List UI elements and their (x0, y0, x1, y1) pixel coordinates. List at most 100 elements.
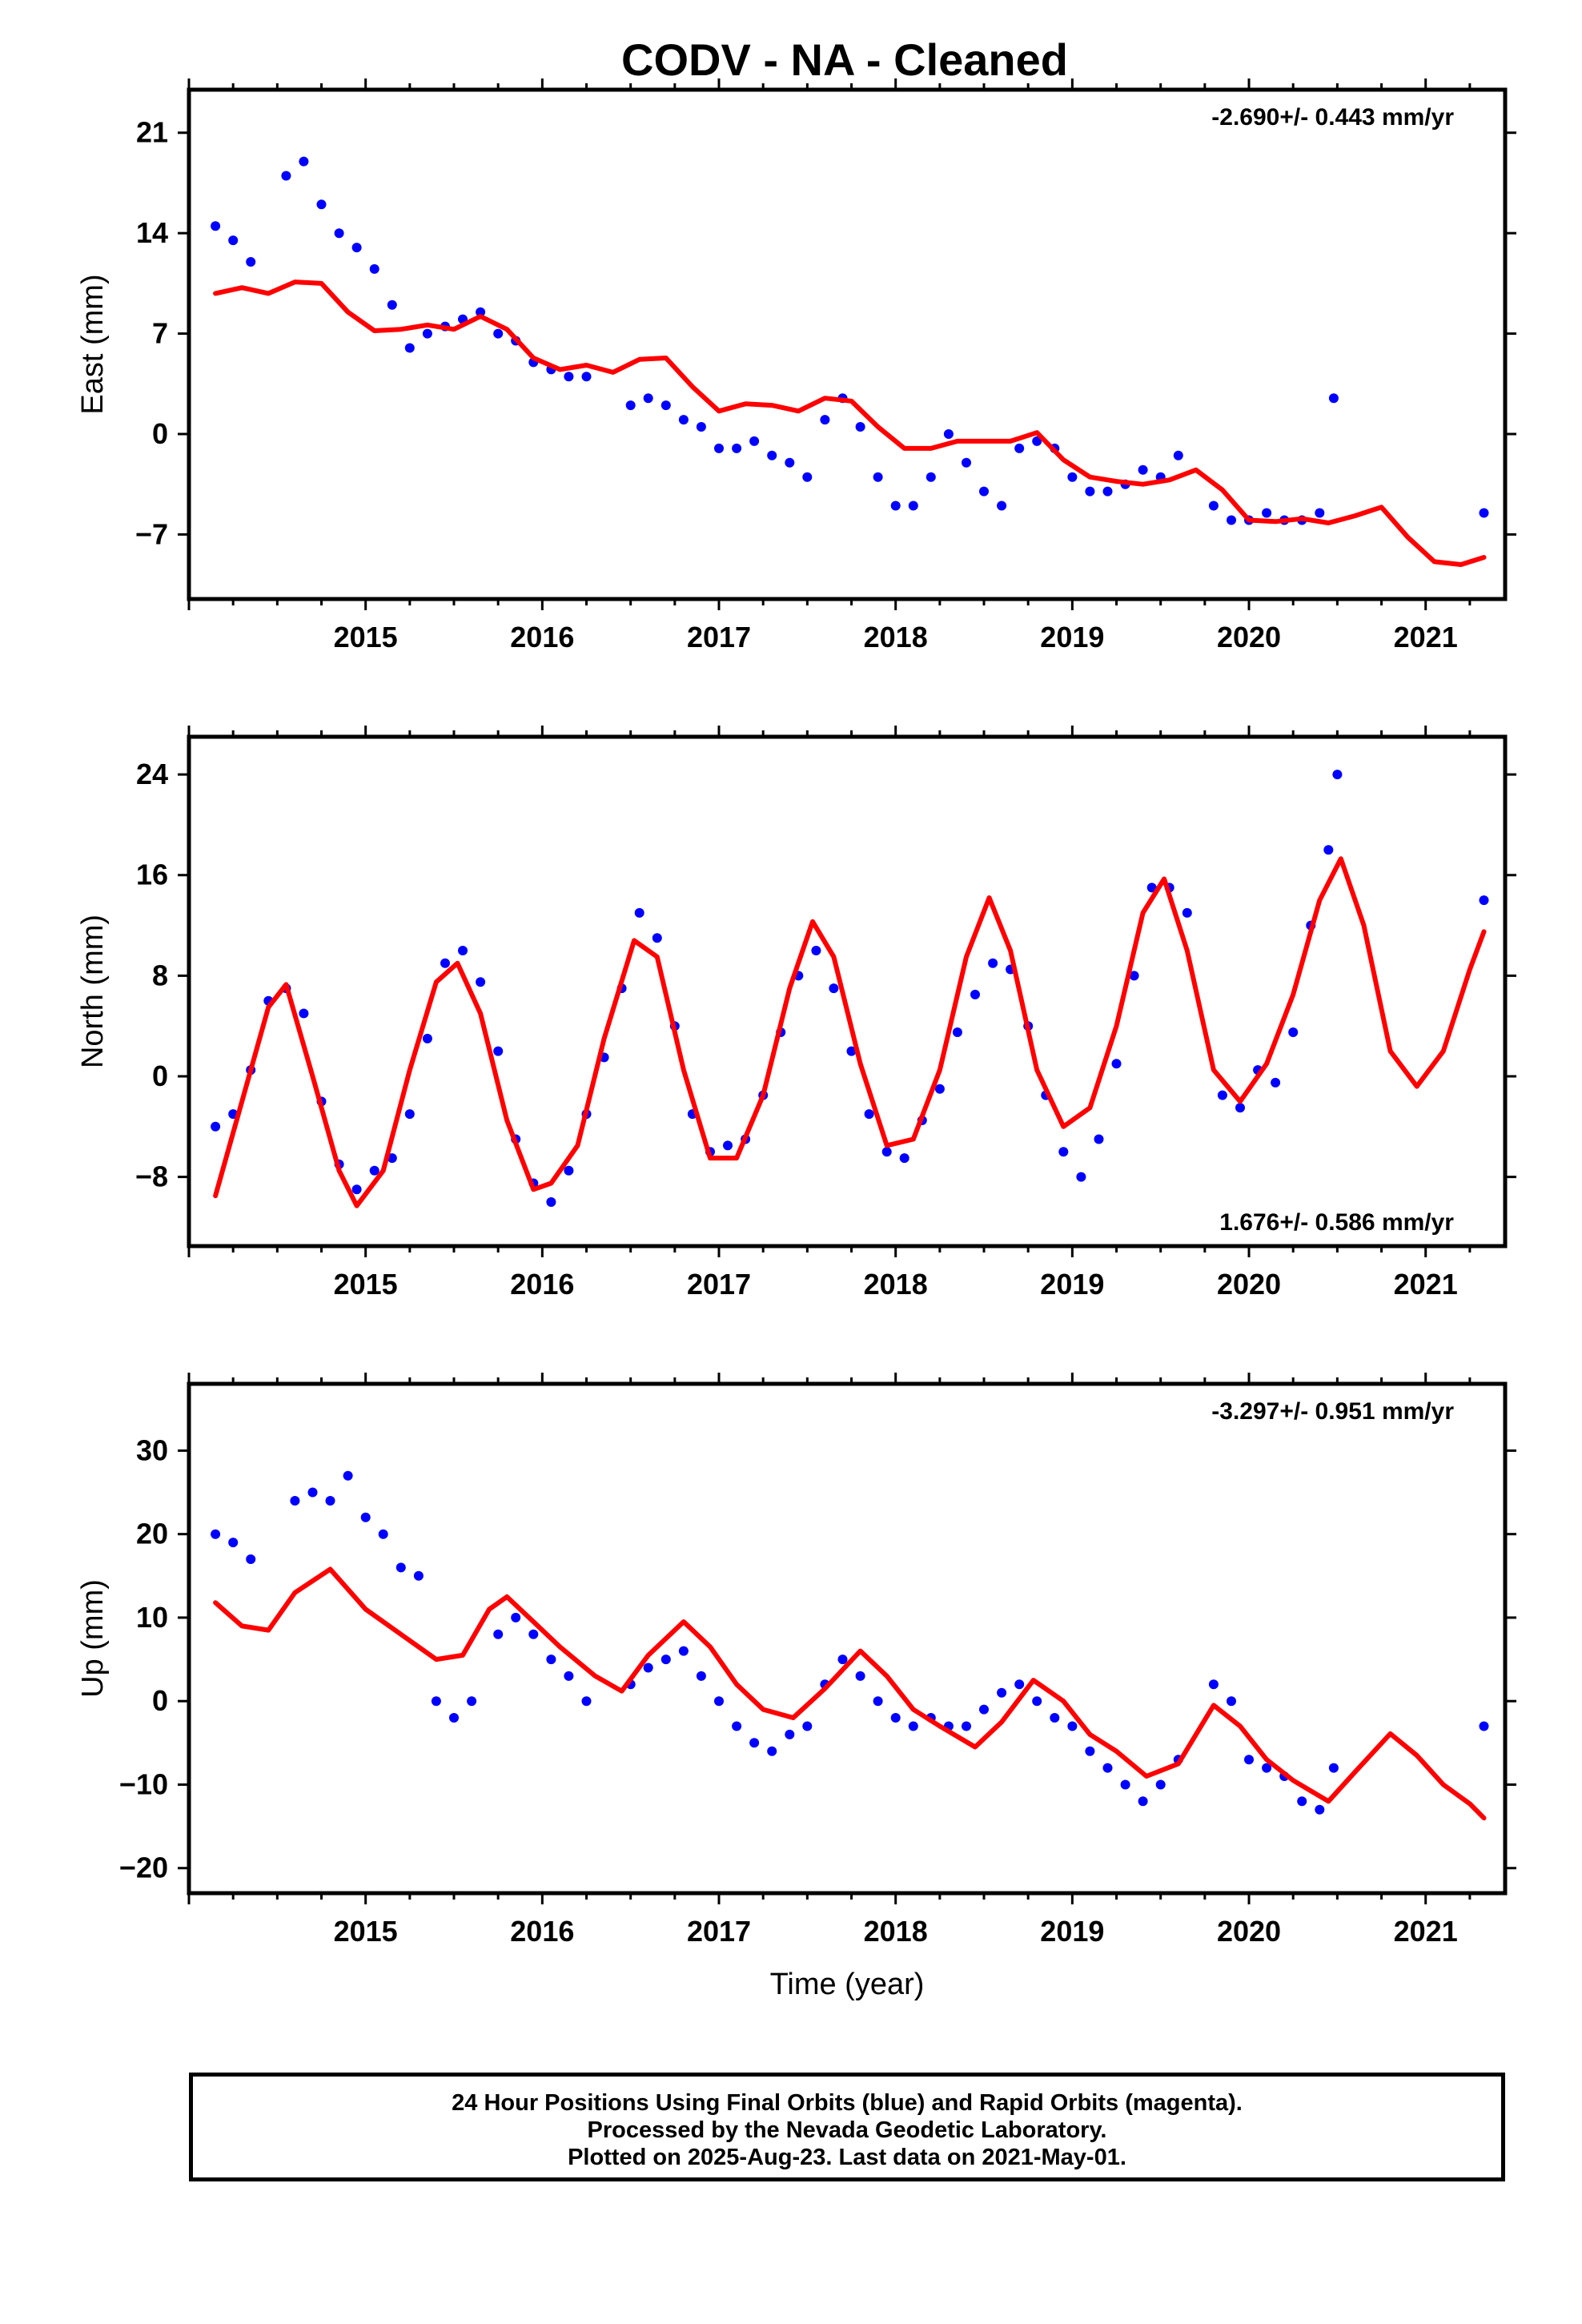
data-point (1328, 1763, 1339, 1773)
data-point (528, 1629, 539, 1639)
data-point (926, 472, 936, 482)
data-point (678, 415, 689, 425)
data-point (785, 1729, 795, 1739)
data-point (696, 422, 706, 432)
y-tick-label: −7 (135, 517, 168, 550)
data-point (299, 156, 309, 167)
data-point (1262, 1763, 1272, 1773)
data-point (1235, 1103, 1245, 1113)
data-point (997, 1687, 1007, 1698)
x-tick-label: 2016 (510, 1268, 574, 1301)
data-point (1227, 515, 1236, 525)
data-point (431, 1696, 441, 1707)
data-point (1244, 1755, 1254, 1765)
data-point (581, 372, 592, 382)
data-point (1208, 501, 1219, 511)
data-point (1102, 486, 1113, 497)
data-point (564, 1165, 574, 1176)
data-point (228, 1538, 239, 1548)
data-point (387, 300, 397, 310)
data-point (246, 1554, 256, 1564)
data-points (211, 1470, 1489, 1815)
data-point (634, 907, 644, 918)
x-tick-label: 2016 (510, 621, 574, 653)
data-point (661, 400, 671, 411)
data-point (396, 1562, 406, 1573)
data-point (952, 1027, 962, 1037)
data-point (802, 1721, 813, 1731)
data-point (422, 328, 432, 339)
data-point (334, 228, 344, 239)
data-point (855, 422, 865, 432)
data-point (1067, 1721, 1078, 1731)
footer-line-orbits: 24 Hour Positions Using Final Orbits (bl… (452, 2090, 1243, 2116)
data-point (1094, 1134, 1104, 1144)
y-tick-label: 30 (136, 1433, 168, 1466)
data-point (1138, 464, 1148, 475)
data-point (493, 1629, 504, 1639)
data-point (979, 1704, 989, 1715)
data-point (908, 1721, 918, 1731)
x-tick-label: 2016 (510, 1915, 574, 1948)
data-point (1014, 443, 1025, 453)
data-point (962, 457, 971, 468)
data-point (378, 1529, 388, 1539)
data-point (343, 1470, 353, 1481)
data-point (493, 328, 504, 339)
x-tick-label: 2021 (1394, 1268, 1458, 1301)
y-tick-label: 20 (136, 1518, 168, 1550)
x-tick-label: 2021 (1394, 621, 1458, 653)
data-point (890, 501, 901, 511)
data-point (1271, 1077, 1281, 1088)
data-point (1032, 436, 1042, 446)
data-point (962, 1721, 971, 1731)
x-tick-label: 2020 (1217, 621, 1281, 653)
x-tick-label: 2018 (864, 1268, 928, 1301)
data-point (1315, 1804, 1325, 1815)
footer-line-processed-by: Processed by the Nevada Geodetic Laborat… (587, 2117, 1107, 2143)
data-point (1227, 1696, 1236, 1707)
chart-panel-2: 2015 2016 2017 2018 2019 2020 2021 −8 0 8 16 24 Nort… (76, 726, 1516, 1301)
x-tick-label: 2015 (334, 1915, 398, 1948)
footer-box: 24 Hour Positions Using Final Orbits (bl… (189, 2073, 1505, 2181)
x-tick-label: 2018 (864, 1915, 928, 1948)
data-point (228, 235, 239, 246)
x-tick-label: 2021 (1394, 1915, 1458, 1948)
data-point (749, 1738, 760, 1748)
y-tick-label: 8 (152, 959, 168, 991)
data-point (316, 199, 327, 210)
data-point (476, 307, 486, 317)
data-point (387, 1153, 397, 1164)
data-point (661, 1655, 671, 1665)
data-point (1217, 1090, 1227, 1100)
x-tick-label: 2017 (687, 1915, 751, 1948)
data-points (211, 156, 1489, 525)
data-point (476, 977, 486, 987)
data-point (440, 958, 450, 968)
data-point (467, 1696, 477, 1707)
page-title: CODV - NA - Cleaned (621, 34, 1068, 85)
plot-frame (187, 1381, 1508, 1896)
data-point (404, 343, 415, 353)
x-tick-label: 2020 (1217, 1268, 1281, 1301)
data-point (1129, 971, 1139, 981)
fit-line (213, 856, 1487, 1208)
data-point (749, 436, 760, 446)
x-tick-label: 2015 (334, 621, 398, 653)
x-axis-label: Time (year) (770, 1968, 925, 2001)
data-point (1111, 1059, 1122, 1069)
data-point (211, 1121, 221, 1132)
data-point (934, 1084, 945, 1094)
data-point (1323, 845, 1334, 855)
data-point (678, 1646, 689, 1656)
y-tick-label: 7 (152, 317, 168, 350)
y-tick-label: 0 (152, 1059, 168, 1092)
data-point (422, 1033, 432, 1043)
data-point (643, 1663, 653, 1673)
data-point (714, 1696, 724, 1707)
data-point (1014, 1679, 1025, 1690)
data-point (988, 958, 998, 968)
y-tick-label: 0 (152, 1684, 168, 1717)
data-point (307, 1487, 318, 1498)
